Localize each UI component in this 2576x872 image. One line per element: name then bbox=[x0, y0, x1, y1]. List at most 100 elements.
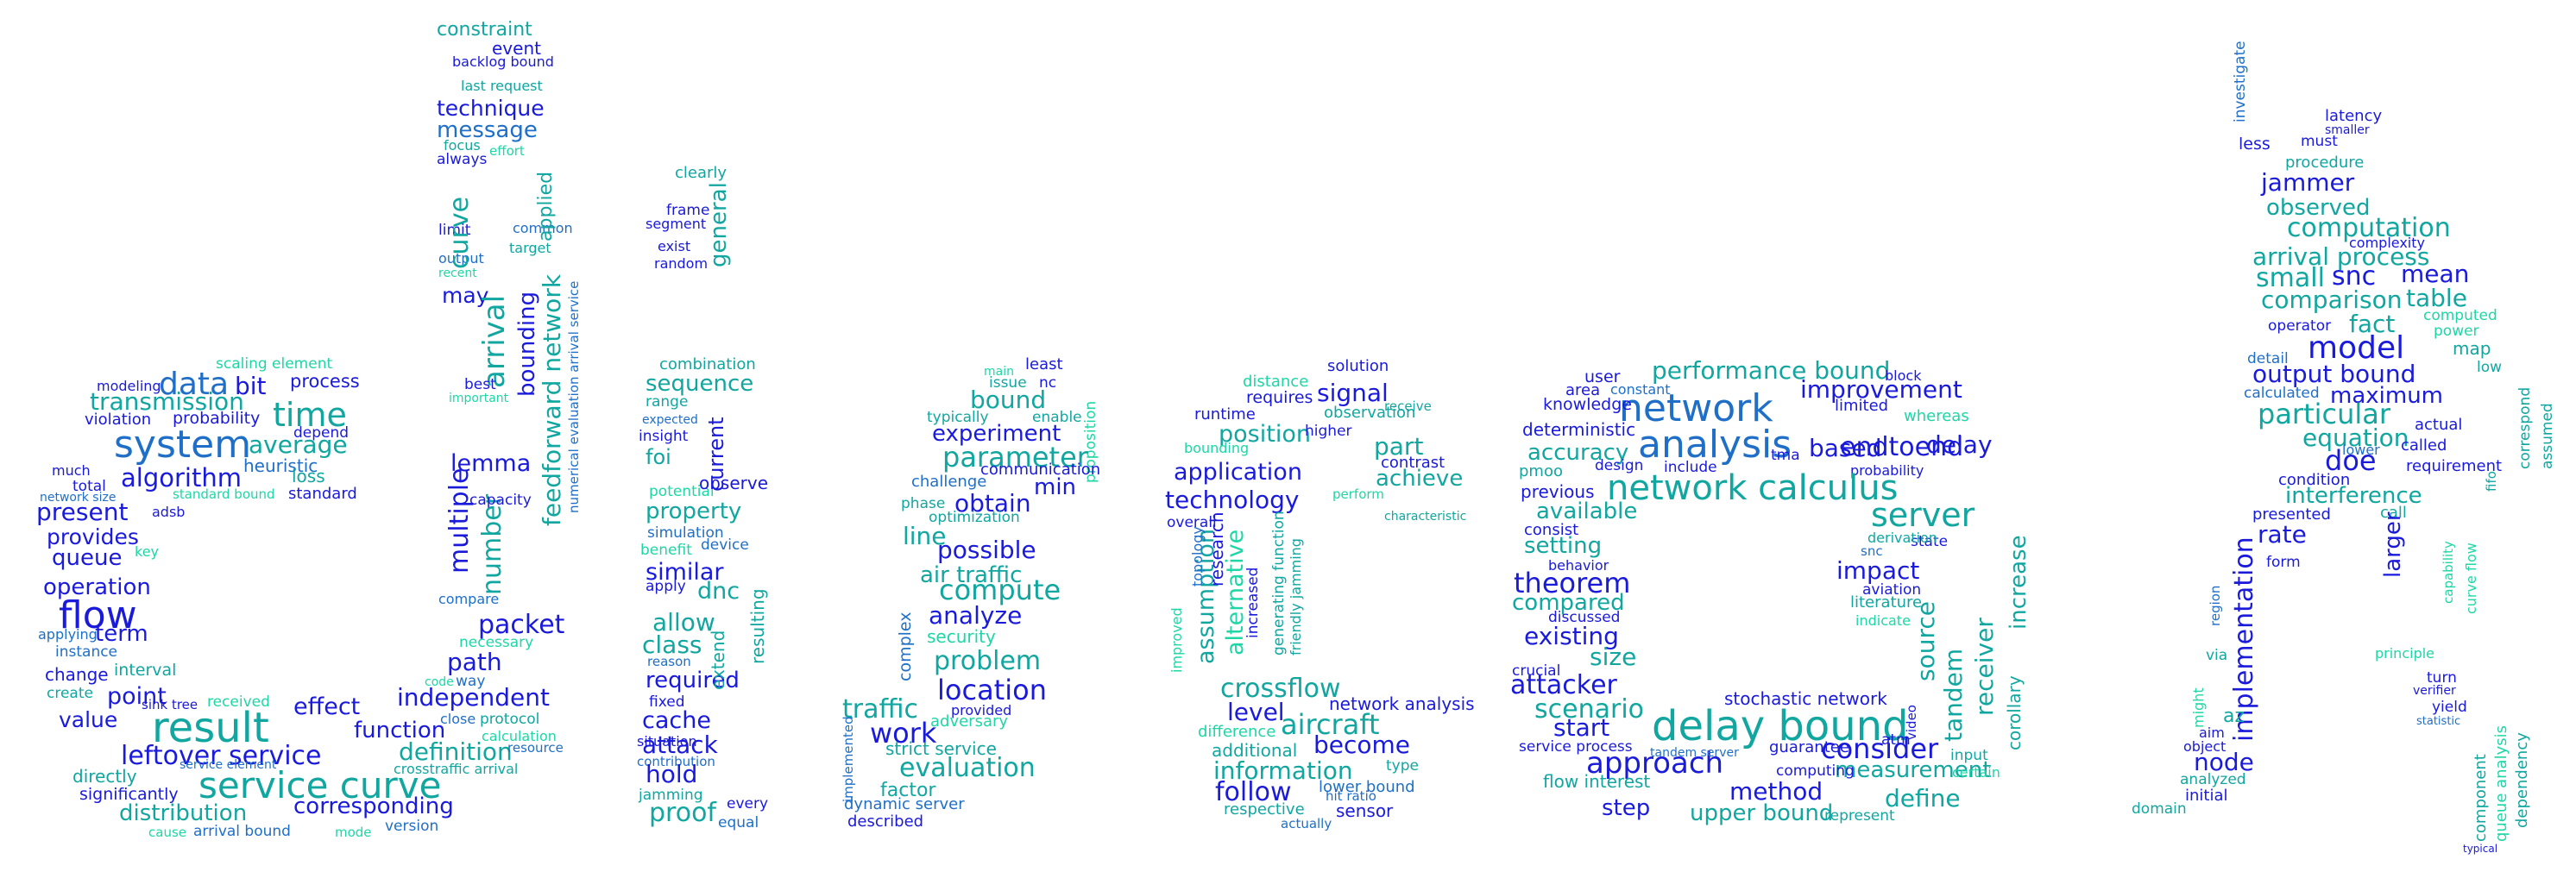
word: dnc bbox=[697, 578, 740, 605]
word: may bbox=[442, 283, 489, 308]
word: standard bound bbox=[173, 486, 275, 502]
word: factor bbox=[880, 780, 936, 801]
word: function bbox=[354, 718, 446, 743]
word: arrival bbox=[477, 294, 512, 388]
word: respective bbox=[1224, 800, 1305, 819]
word: code bbox=[425, 675, 454, 689]
word: discussed bbox=[1548, 609, 1621, 626]
word: described bbox=[847, 812, 924, 831]
word: sensor bbox=[1336, 800, 1394, 821]
word: difference bbox=[1198, 723, 1276, 741]
word: doe bbox=[2325, 444, 2377, 477]
word: requires bbox=[1246, 388, 1313, 407]
word: generating function bbox=[1270, 511, 1288, 656]
word: call bbox=[2380, 504, 2407, 522]
word: knowledge bbox=[1543, 395, 1632, 414]
word: small bbox=[2256, 263, 2325, 293]
word: curve flow bbox=[2463, 543, 2479, 614]
word: observe bbox=[699, 473, 769, 493]
word: analyze bbox=[929, 601, 1023, 630]
word: result bbox=[152, 704, 269, 752]
word: aim bbox=[2199, 725, 2225, 741]
word: aircraft bbox=[1281, 708, 1380, 741]
word: mean bbox=[2401, 260, 2470, 288]
word: contrast bbox=[1381, 454, 1445, 472]
word: object bbox=[2183, 738, 2226, 755]
word: combination bbox=[659, 355, 756, 373]
word: rate bbox=[2258, 520, 2307, 549]
word: change bbox=[45, 664, 109, 685]
word: feedforward network bbox=[538, 273, 566, 526]
word: increased bbox=[1244, 567, 1262, 638]
word: achieve bbox=[1376, 466, 1464, 492]
word: approach bbox=[1586, 746, 1724, 781]
word: typically bbox=[927, 409, 989, 426]
word: adsb bbox=[152, 504, 186, 520]
word: form bbox=[2266, 554, 2301, 571]
word: corresponding bbox=[293, 794, 454, 819]
word: challenge bbox=[911, 473, 987, 491]
word: instance bbox=[55, 643, 118, 661]
word: algorithm bbox=[121, 463, 242, 492]
word: behavior bbox=[1548, 557, 1609, 574]
word: impact bbox=[1836, 556, 1920, 585]
word: calculated bbox=[2244, 385, 2320, 402]
word: standard bbox=[288, 485, 357, 503]
word: definition bbox=[399, 737, 513, 766]
word: include bbox=[1664, 459, 1717, 476]
word: theorem bbox=[1514, 567, 1631, 599]
word: total bbox=[72, 478, 106, 495]
word: improved bbox=[1168, 607, 1185, 673]
word: service process bbox=[1519, 738, 1633, 756]
word: must bbox=[2301, 133, 2338, 150]
word: flow bbox=[59, 593, 137, 637]
word: corollary bbox=[2004, 675, 2025, 750]
word: capacity bbox=[469, 492, 532, 509]
word: capability bbox=[2441, 541, 2456, 604]
word: lower bound bbox=[1319, 778, 1415, 796]
word: significantly bbox=[79, 785, 179, 804]
word: based bbox=[1809, 434, 1882, 462]
word: traffic bbox=[842, 694, 918, 725]
word: process bbox=[290, 371, 360, 392]
word: snc bbox=[2332, 261, 2377, 292]
word: provided bbox=[951, 702, 1012, 718]
word: endtoend bbox=[1840, 432, 1964, 462]
word: called bbox=[2401, 436, 2447, 455]
word: region bbox=[2208, 585, 2223, 626]
word: map bbox=[2453, 338, 2491, 359]
word: research bbox=[1206, 511, 1227, 587]
word: present bbox=[36, 498, 129, 526]
word: equal bbox=[718, 814, 759, 831]
word: similar bbox=[646, 559, 724, 586]
word: existing bbox=[1524, 622, 1619, 650]
word: turn bbox=[2427, 669, 2457, 687]
word: distance bbox=[1243, 373, 1309, 391]
word: area bbox=[1565, 381, 1601, 399]
word: general bbox=[706, 182, 732, 267]
word: implemented bbox=[841, 716, 856, 802]
word: network size bbox=[40, 491, 117, 505]
word: table bbox=[2406, 284, 2467, 312]
word: via bbox=[2206, 647, 2228, 664]
word: improvement bbox=[1800, 375, 1962, 404]
word: bit bbox=[235, 372, 267, 400]
word: az bbox=[2223, 706, 2245, 727]
word: probability bbox=[173, 409, 261, 428]
word: principle bbox=[2375, 645, 2435, 662]
word: analysis bbox=[1638, 423, 1792, 467]
word: applied bbox=[535, 171, 557, 242]
word: computation bbox=[2287, 213, 2451, 243]
word: limit bbox=[438, 222, 471, 239]
word: resource bbox=[507, 740, 564, 756]
word: method bbox=[1729, 777, 1823, 806]
word: maximum bbox=[2330, 383, 2444, 409]
word: close bbox=[440, 711, 476, 727]
word: benefit bbox=[640, 542, 692, 559]
word: data bbox=[159, 367, 230, 402]
word: size bbox=[1590, 643, 1637, 671]
word: requirement bbox=[2406, 457, 2503, 475]
word: clearly bbox=[675, 164, 727, 182]
word: higher bbox=[1305, 423, 1352, 440]
word: contribution bbox=[637, 754, 715, 769]
